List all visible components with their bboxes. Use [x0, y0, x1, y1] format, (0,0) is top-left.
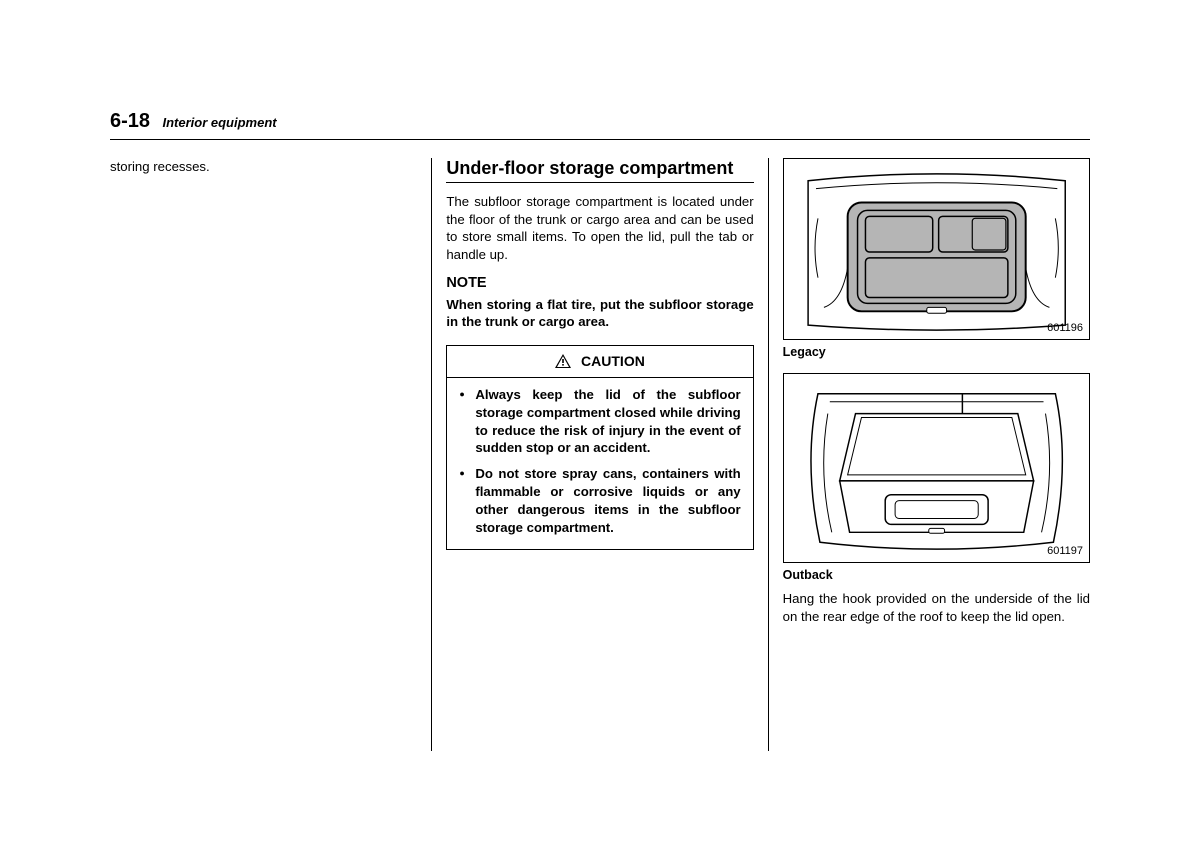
outback-storage-illustration: [784, 374, 1089, 562]
page-header: 6-18 Interior equipment: [110, 110, 1090, 140]
caution-label: CAUTION: [581, 353, 645, 369]
figure-outback: 601197: [783, 373, 1090, 563]
body-paragraph: The subfloor storage compartment is loca…: [446, 193, 753, 264]
column-3: 601196 Legacy: [769, 158, 1090, 751]
figure-caption: Outback: [783, 567, 1090, 584]
caution-item: Do not store spray cans, containers with…: [459, 465, 740, 536]
figure-legacy: 601196: [783, 158, 1090, 340]
section-name: Interior equipment: [162, 115, 276, 130]
figure-number: 601196: [1047, 321, 1083, 336]
column-2: Under-floor storage compartment The subf…: [431, 158, 768, 751]
section-title: Under-floor storage compartment: [446, 158, 753, 183]
warning-icon: [555, 353, 581, 369]
column-1: storing recesses.: [110, 158, 431, 751]
caution-box: CAUTION Always keep the lid of the subfl…: [446, 345, 753, 549]
manual-page: 6-18 Interior equipment storing recesses…: [110, 110, 1090, 753]
caution-list: Always keep the lid of the subfloor stor…: [459, 386, 740, 537]
note-heading: NOTE: [446, 274, 753, 294]
figure-number: 601197: [1047, 544, 1083, 559]
content-columns: storing recesses. Under-floor storage co…: [110, 158, 1090, 751]
caution-heading: CAUTION: [447, 346, 752, 378]
trailing-text: storing recesses.: [110, 158, 417, 176]
page-number: 6-18: [110, 110, 150, 133]
figure-body-text: Hang the hook provided on the underside …: [783, 590, 1090, 626]
note-body: When storing a flat tire, put the subflo…: [446, 296, 753, 332]
figure-caption: Legacy: [783, 344, 1090, 361]
caution-item: Always keep the lid of the subfloor stor…: [459, 386, 740, 457]
legacy-storage-illustration: [784, 159, 1089, 339]
